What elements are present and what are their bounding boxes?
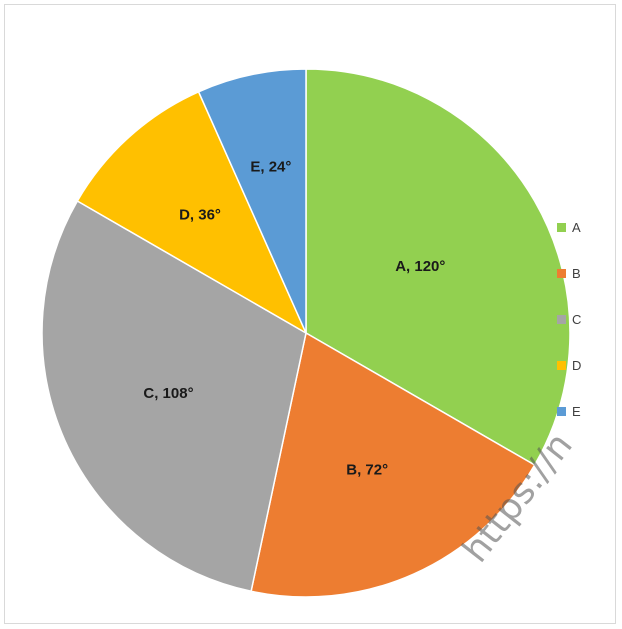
legend-item-a[interactable]: A: [557, 218, 607, 236]
legend-label-a: A: [572, 219, 581, 235]
legend: A B C D E: [557, 218, 607, 448]
pie-slice-e[interactable]: [197, 68, 307, 334]
legend-label-b: B: [572, 265, 581, 281]
legend-swatch-d: [557, 360, 566, 370]
legend-item-d[interactable]: D: [557, 356, 607, 374]
pie-data-labels: A, 120° B, 72° C, 108° D, 36° E, 24°: [143, 159, 445, 479]
data-label-b: B, 72°: [346, 461, 388, 478]
legend-swatch-e: [557, 406, 566, 416]
legend-swatch-a: [557, 222, 566, 232]
pie-slices: [41, 68, 571, 598]
legend-item-e[interactable]: E: [557, 402, 607, 420]
pie-slice-c[interactable]: [41, 199, 307, 593]
legend-label-c: C: [572, 311, 582, 327]
legend-swatch-b: [557, 268, 566, 278]
data-label-e: E, 24°: [250, 159, 291, 176]
pie-slice-a[interactable]: [305, 68, 571, 467]
data-label-a: A, 120°: [395, 258, 445, 275]
pie-slice-d[interactable]: [76, 90, 308, 335]
legend-swatch-c: [557, 314, 566, 324]
data-label-d: D, 36°: [179, 206, 221, 223]
pie-slice-b[interactable]: [250, 331, 536, 598]
legend-item-b[interactable]: B: [557, 264, 607, 282]
legend-label-d: D: [572, 357, 582, 373]
legend-label-e: E: [572, 403, 581, 419]
legend-item-c[interactable]: C: [557, 310, 607, 328]
data-label-c: C, 108°: [143, 385, 193, 402]
